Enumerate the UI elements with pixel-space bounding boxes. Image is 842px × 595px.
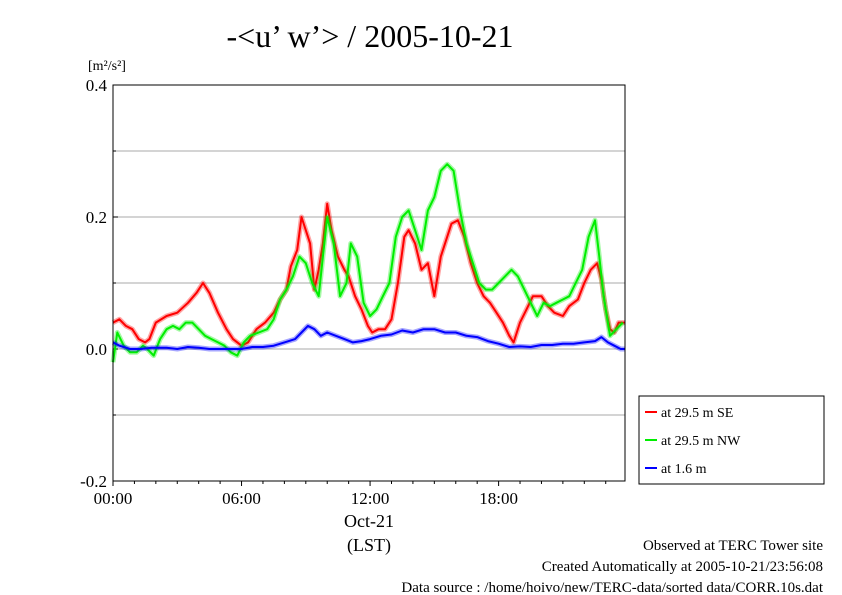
x-tick-label: 18:00 [479, 489, 518, 508]
x-tick-label: 00:00 [94, 489, 133, 508]
series-line [112, 324, 625, 350]
grid-lines [113, 150, 625, 416]
footer-site: Observed at TERC Tower site [643, 538, 823, 554]
legend-box [638, 395, 825, 485]
series-lines [110, 161, 625, 363]
series-halo [110, 161, 625, 363]
y-axis-ticks: 0.4 0.2 0.0 -0.2 [80, 76, 118, 491]
x-axis-ticks: 00:00 06:00 12:00 18:00 [94, 481, 607, 508]
y-tick-label: 0.4 [86, 76, 108, 95]
legend-label: at 1.6 m [661, 462, 707, 477]
y-axis-unit: [m²/s²] [88, 59, 126, 74]
footer-created: Created Automatically at 2005-10-21/23:5… [542, 559, 823, 575]
x-tick-label: 06:00 [222, 489, 261, 508]
legend-label: at 29.5 m NW [661, 434, 741, 449]
y-tick-label: 0.2 [86, 208, 107, 227]
x-date-label: Oct-21 [344, 511, 394, 531]
chart-title: -<u’ w’> / 2005-10-21 [227, 18, 514, 54]
legend: at 29.5 m SE at 29.5 m NW at 1.6 m [638, 395, 825, 485]
legend-label: at 29.5 m SE [661, 406, 733, 421]
footer-source: Data source : /home/hoivo/new/TERC-data/… [401, 580, 823, 595]
series-line [112, 163, 624, 363]
y-tick-label: -0.2 [80, 472, 107, 491]
plot-frame [112, 84, 626, 482]
x-axis-label: (LST) [347, 535, 391, 556]
y-tick-label: 0.0 [86, 340, 107, 359]
series-line [112, 202, 625, 347]
x-tick-label: 12:00 [351, 489, 390, 508]
